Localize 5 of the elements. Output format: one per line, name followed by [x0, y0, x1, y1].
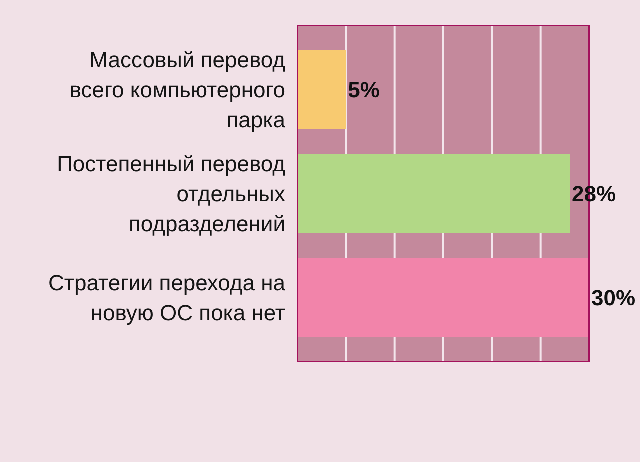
y-tick-label: Постепенный перевод отдельных подразделений [57, 152, 286, 236]
y-tick-label: Массовый перевод всего компьютерного парка [70, 47, 286, 132]
data-label: 5% [348, 77, 380, 102]
y-tick-label: Стратегии перехода на новую ОС пока нет [48, 270, 286, 326]
data-label: 30% [592, 286, 636, 311]
